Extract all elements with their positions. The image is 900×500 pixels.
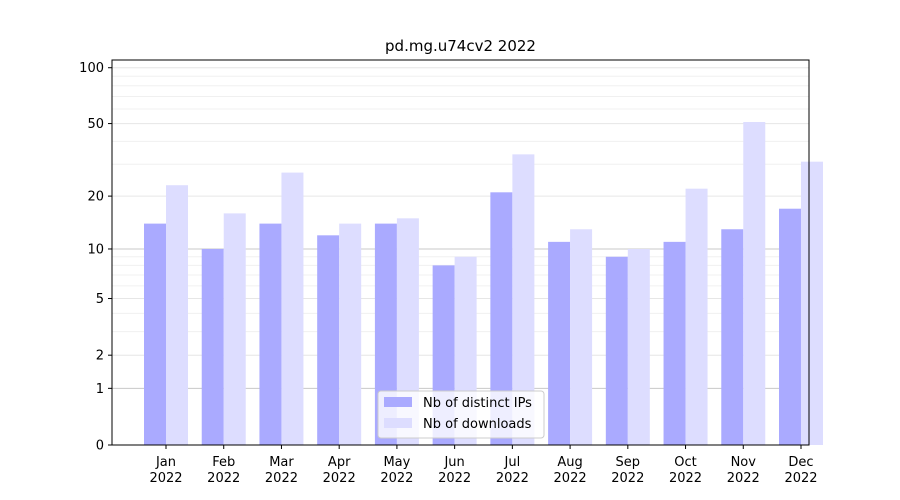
bar-distinct-ips: [374, 223, 397, 445]
x-tick-label-year: 2022: [611, 471, 644, 486]
bar-downloads: [339, 223, 362, 445]
y-axis: 0 1 2 5 10 20 50 100: [79, 61, 112, 454]
legend-label: Nb of downloads: [423, 417, 532, 432]
x-tick-label-month: Sep: [616, 455, 641, 470]
x-tick-label-year: 2022: [554, 471, 587, 486]
legend-swatch: [384, 418, 412, 428]
x-tick-label-month: Dec: [788, 455, 813, 470]
y-tick-label: 5: [96, 292, 104, 307]
bar-distinct-ips: [605, 256, 628, 445]
x-tick-label-month: May: [383, 455, 410, 470]
y-tick-label: 50: [87, 117, 104, 132]
x-tick-label-month: Feb: [212, 455, 235, 470]
legend-label: Nb of distinct IPs: [423, 396, 532, 411]
x-tick-label-month: Jan: [155, 455, 176, 470]
bar-downloads: [166, 185, 188, 445]
x-tick-label-month: Jun: [443, 455, 464, 470]
x-tick-label-year: 2022: [438, 471, 471, 486]
chart-title: pd.mg.u74cv2 2022: [385, 37, 536, 55]
bar-downloads: [685, 188, 708, 445]
x-tick-label-year: 2022: [323, 471, 356, 486]
y-tick-label: 10: [87, 242, 104, 257]
x-tick-label-month: Aug: [557, 455, 582, 470]
x-tick-label-month: Jul: [504, 455, 521, 470]
x-tick-label-month: Mar: [269, 455, 294, 470]
bar-distinct-ips: [548, 241, 571, 445]
bar-downloads: [223, 213, 246, 445]
bar-distinct-ips: [317, 235, 340, 445]
bar-distinct-ips: [779, 208, 801, 445]
x-tick-label-year: 2022: [496, 471, 529, 486]
y-tick-label: 0: [96, 439, 104, 454]
y-tick-label: 2: [96, 349, 104, 364]
bar-downloads: [743, 121, 766, 445]
x-tick-label-year: 2022: [784, 471, 817, 486]
x-tick-label-year: 2022: [727, 471, 760, 486]
bar-downloads: [512, 154, 535, 445]
x-tick-label-year: 2022: [669, 471, 702, 486]
bar-distinct-ips: [144, 223, 166, 445]
bar-distinct-ips: [490, 192, 513, 445]
x-tick-label-year: 2022: [265, 471, 298, 486]
legend-swatch: [384, 397, 412, 407]
bar-downloads: [801, 161, 823, 445]
x-tick-label-year: 2022: [149, 471, 182, 486]
x-tick-label-month: Oct: [674, 455, 696, 470]
bar-downloads: [570, 229, 593, 445]
plot-frame: [111, 59, 810, 446]
x-tick-label-month: Apr: [328, 455, 351, 470]
bar-downloads: [281, 172, 304, 445]
x-tick-label-month: Nov: [731, 455, 757, 470]
legend: Nb of distinct IPs Nb of downloads: [377, 390, 545, 439]
bar-distinct-ips: [721, 229, 744, 445]
x-axis: Jan2022Feb2022Mar2022Apr2022May2022Jun20…: [149, 445, 818, 486]
bar-distinct-ips: [201, 248, 224, 445]
x-tick-label-year: 2022: [380, 471, 413, 486]
bar-distinct-ips: [259, 223, 282, 445]
x-tick-label-year: 2022: [207, 471, 240, 486]
bar-distinct-ips: [663, 241, 686, 445]
bar-downloads: [627, 248, 650, 445]
y-tick-label: 20: [87, 190, 104, 205]
y-tick-label: 100: [79, 61, 104, 76]
y-tick-label: 1: [96, 382, 104, 397]
legend-box: [377, 390, 545, 439]
bar-downloads: [396, 218, 419, 445]
